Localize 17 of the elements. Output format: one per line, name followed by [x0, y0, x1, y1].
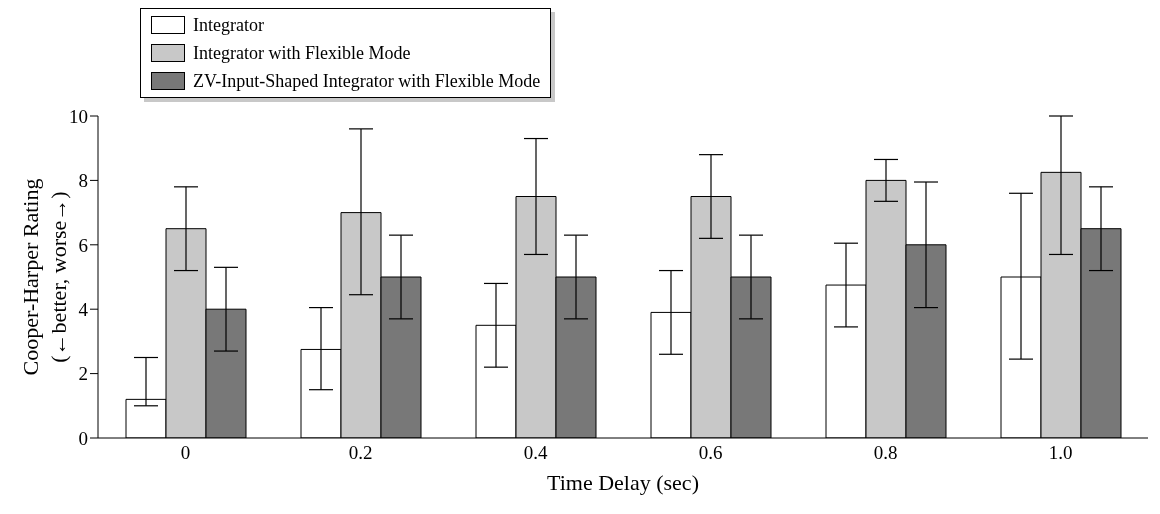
y-tick-label: 0	[78, 427, 88, 449]
x-tick-label: 1.0	[1048, 442, 1073, 464]
y-tick-label: 4	[78, 298, 89, 320]
legend-label: Integrator with Flexible Mode	[193, 42, 411, 64]
y-tick-label: 10	[69, 105, 88, 127]
x-axis-title: Time Delay (sec)	[547, 470, 699, 495]
x-tick-label: 0.6	[698, 442, 723, 464]
y-tick-label: 6	[78, 234, 88, 256]
y-tick-label: 2	[78, 363, 88, 385]
x-tick-label: 0	[180, 442, 191, 464]
legend-label: Integrator	[193, 14, 264, 36]
legend-label: ZV-Input-Shaped Integrator with Flexible Mode	[193, 70, 541, 92]
x-tick-label: 0.2	[348, 442, 373, 464]
y-axis-title: Cooper-Harper Rating (←better, worse→)	[18, 178, 71, 376]
x-tick-label: 0.4	[523, 442, 548, 464]
x-tick-label: 0.8	[873, 442, 898, 464]
y-tick-label: 8	[78, 170, 88, 192]
